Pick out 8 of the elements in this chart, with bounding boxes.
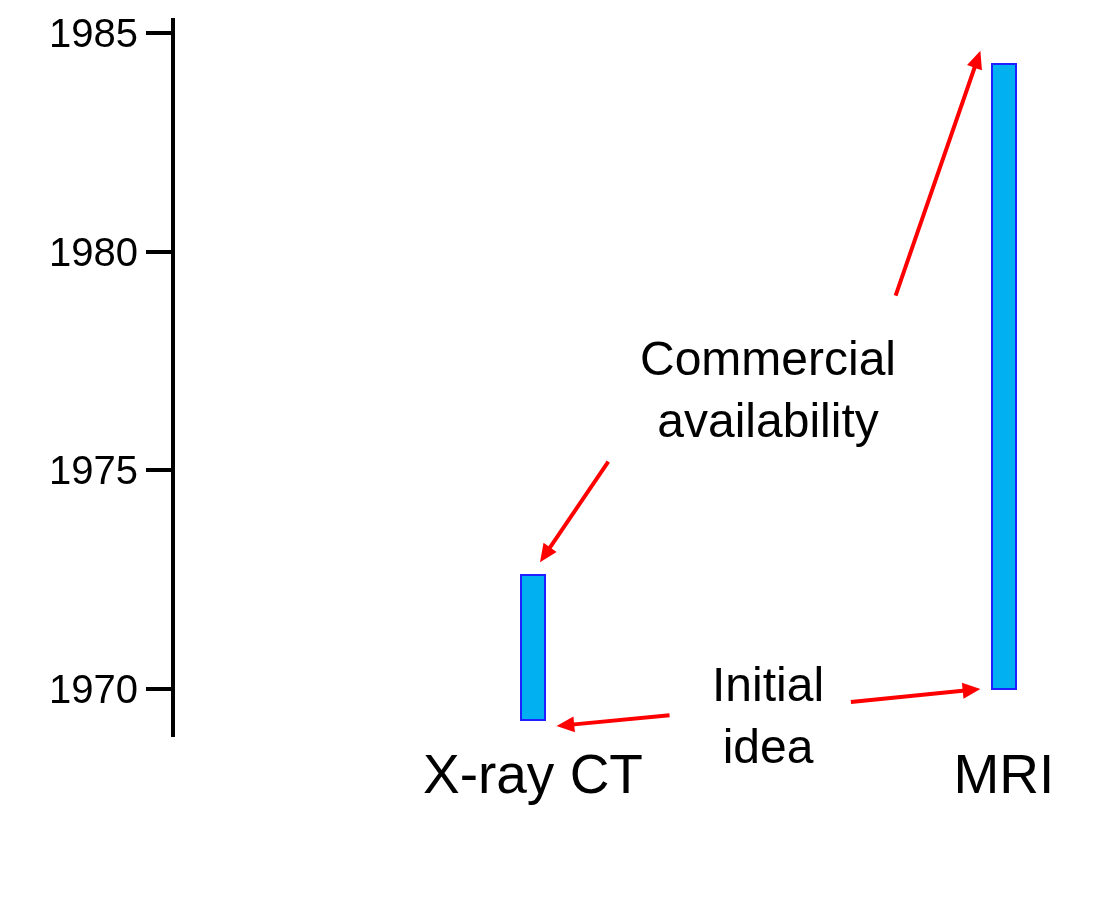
y-tick-label: 1970 (49, 666, 138, 711)
y-tick-label: 1975 (49, 448, 138, 493)
y-tick-label: 1985 (49, 11, 138, 56)
annotation: Commercial availability (640, 332, 897, 448)
x-tick-label: MRI (953, 743, 1055, 805)
x-tick-label: X-ray CT (422, 743, 643, 805)
y-tick-label: 1980 (49, 229, 138, 274)
annotation: Initial idea (712, 658, 825, 774)
